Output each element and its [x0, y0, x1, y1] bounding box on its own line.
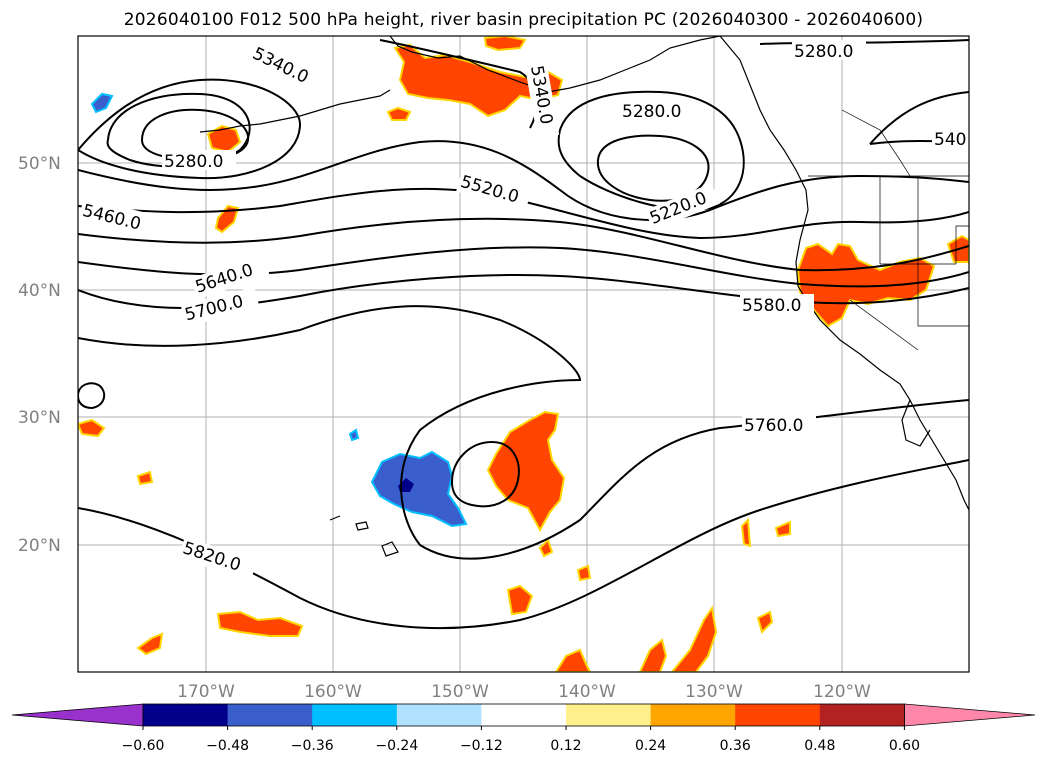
contour-label: 5760.0: [744, 416, 803, 436]
contour-5520: [78, 187, 969, 240]
colorbar-tick-label: −0.60: [122, 738, 165, 754]
contour-label: 540: [934, 130, 966, 150]
precip-positive-west-edge: [78, 418, 106, 438]
precip-positive-gulf-top: [483, 36, 527, 52]
longitude-labels: 170°W 160°W 150°W 140°W 130°W 120°W: [177, 682, 871, 702]
precip-positive-aleutian: [206, 124, 242, 154]
colorbar-tick-label: 0.48: [804, 738, 835, 754]
precip-positive-small-7: [756, 610, 774, 634]
contour-label: 5280.0: [794, 42, 853, 62]
colorbar-tick-label: 0.36: [720, 738, 751, 754]
precip-positive-south-cluster: [554, 605, 718, 672]
colorbar-segment: [396, 704, 482, 726]
contour-5460: [78, 140, 969, 222]
colorbar-segment: [566, 704, 652, 726]
colorbar-tick-label: 0.24: [635, 738, 666, 754]
precip-positive-small-5: [740, 517, 752, 548]
contour-label: 5580.0: [742, 296, 801, 316]
lon-label-150w: 150°W: [431, 682, 489, 702]
lon-label-130w: 130°W: [685, 682, 743, 702]
colorbar-tick-label: −0.36: [291, 738, 334, 754]
precip-negative-aleutian: [90, 92, 114, 114]
contour-closed-westedge: [78, 382, 106, 410]
colorbar-tick-label: −0.48: [206, 738, 249, 754]
colorbar-segment: [735, 704, 821, 726]
colorbar-frame: [142, 703, 905, 727]
precip-positive-small-3: [506, 584, 534, 616]
lat-label-30n: 30°N: [18, 408, 61, 428]
precip-negative-small: [348, 428, 360, 442]
contour-label: 5280.0: [622, 102, 681, 122]
colorbar-tick-label: 0.12: [550, 738, 581, 754]
contour-label: 5280.0: [164, 152, 223, 172]
precip-positive-small-2: [136, 632, 164, 656]
colorbar: −0.60 −0.48 −0.36 −0.24 −0.12 0.12 0.24 0.36 0.4…: [11, 703, 1036, 754]
colorbar-segment: [227, 704, 313, 726]
lat-label-20n: 20°N: [18, 536, 61, 556]
colorbar-segment: [143, 704, 229, 726]
lon-label-160w: 160°W: [304, 682, 362, 702]
colorbar-tick-label: −0.24: [375, 738, 418, 754]
colorbar-segment: [819, 704, 905, 726]
aleutian-chain: [199, 89, 391, 133]
precip-positive-south-strip: [216, 610, 304, 637]
contour-5340: [106, 90, 969, 211]
latitude-labels: 50°N 40°N 30°N 20°N: [18, 154, 61, 556]
contour-5220: [596, 134, 710, 202]
colorbar-extend-max: [904, 703, 1036, 727]
precip-positive-hawaii-east: [486, 410, 566, 533]
colorbar-tick-label: −0.12: [460, 738, 503, 754]
precip-positive-small-8: [538, 538, 554, 558]
lon-label-170w: 170°W: [177, 682, 235, 702]
contour-closed-hawaii: [451, 440, 520, 508]
colorbar-segment: [650, 704, 736, 726]
precip-positive-small-4: [576, 564, 592, 582]
precipitation-shading: [78, 36, 969, 672]
colorbar-extend-min: [11, 703, 144, 727]
colorbar-segment: [312, 704, 398, 726]
precip-positive-small-1: [136, 470, 154, 486]
colorbar-tick-label: 0.60: [889, 738, 920, 754]
precip-positive-sw-aleutian: [214, 204, 240, 234]
precip-positive-gulf-small: [386, 106, 412, 121]
lat-label-40n: 40°N: [18, 281, 61, 301]
figure-title: 2026040100 F012 500 hPa height, river ba…: [123, 10, 924, 30]
colorbar-segment: [481, 704, 567, 726]
contour-5760: [78, 305, 969, 560]
lon-label-140w: 140°W: [558, 682, 616, 702]
precip-positive-small-6: [774, 520, 791, 538]
lon-label-120w: 120°W: [813, 682, 871, 702]
contour-5580: [78, 217, 969, 272]
lat-label-50n: 50°N: [18, 154, 61, 174]
map-border: [77, 35, 970, 673]
hawaii-islands: [329, 515, 399, 557]
baja-coast: [901, 399, 931, 447]
precip-positive-westcoast: [796, 242, 936, 328]
